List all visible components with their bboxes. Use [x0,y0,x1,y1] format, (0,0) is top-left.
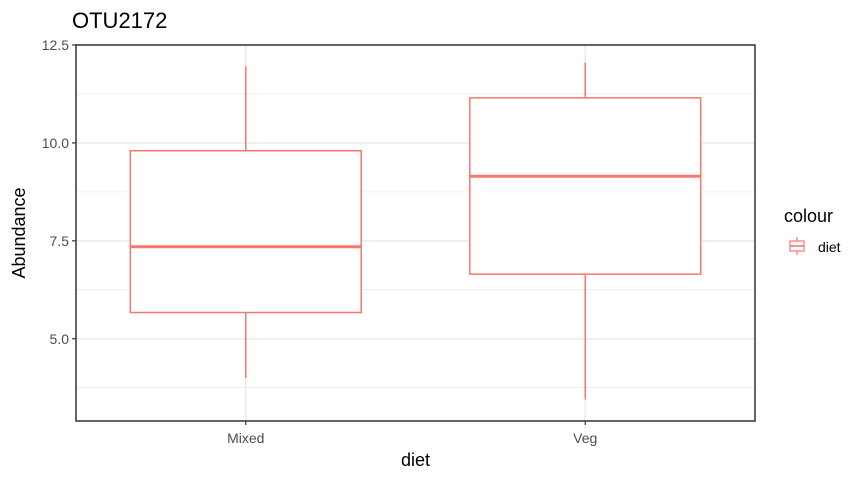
y-tick-label: 5.0 [50,331,70,347]
y-tick-label: 7.5 [50,233,70,249]
box-body [469,97,702,275]
legend-label-diet: diet [818,239,841,255]
chart-title: OTU2172 [72,8,167,33]
y-axis-title: Abundance [9,187,29,278]
legend-title: colour [784,206,833,226]
x-tick-label: Mixed [227,430,264,446]
y-tick-label: 10.0 [42,135,69,151]
legend: colour diet [784,206,841,255]
box-body [129,150,362,314]
legend-key-diet [789,237,805,255]
box-veg [469,62,702,400]
box-mixed [129,66,362,378]
x-axis-title: diet [401,450,430,470]
y-tick-label: 12.5 [42,37,69,53]
plot-panel-border [75,44,756,422]
boxes [129,62,702,400]
axes: 5.0 7.5 10.0 12.5 Mixed Veg [42,37,598,446]
x-tick-label: Veg [573,430,597,446]
